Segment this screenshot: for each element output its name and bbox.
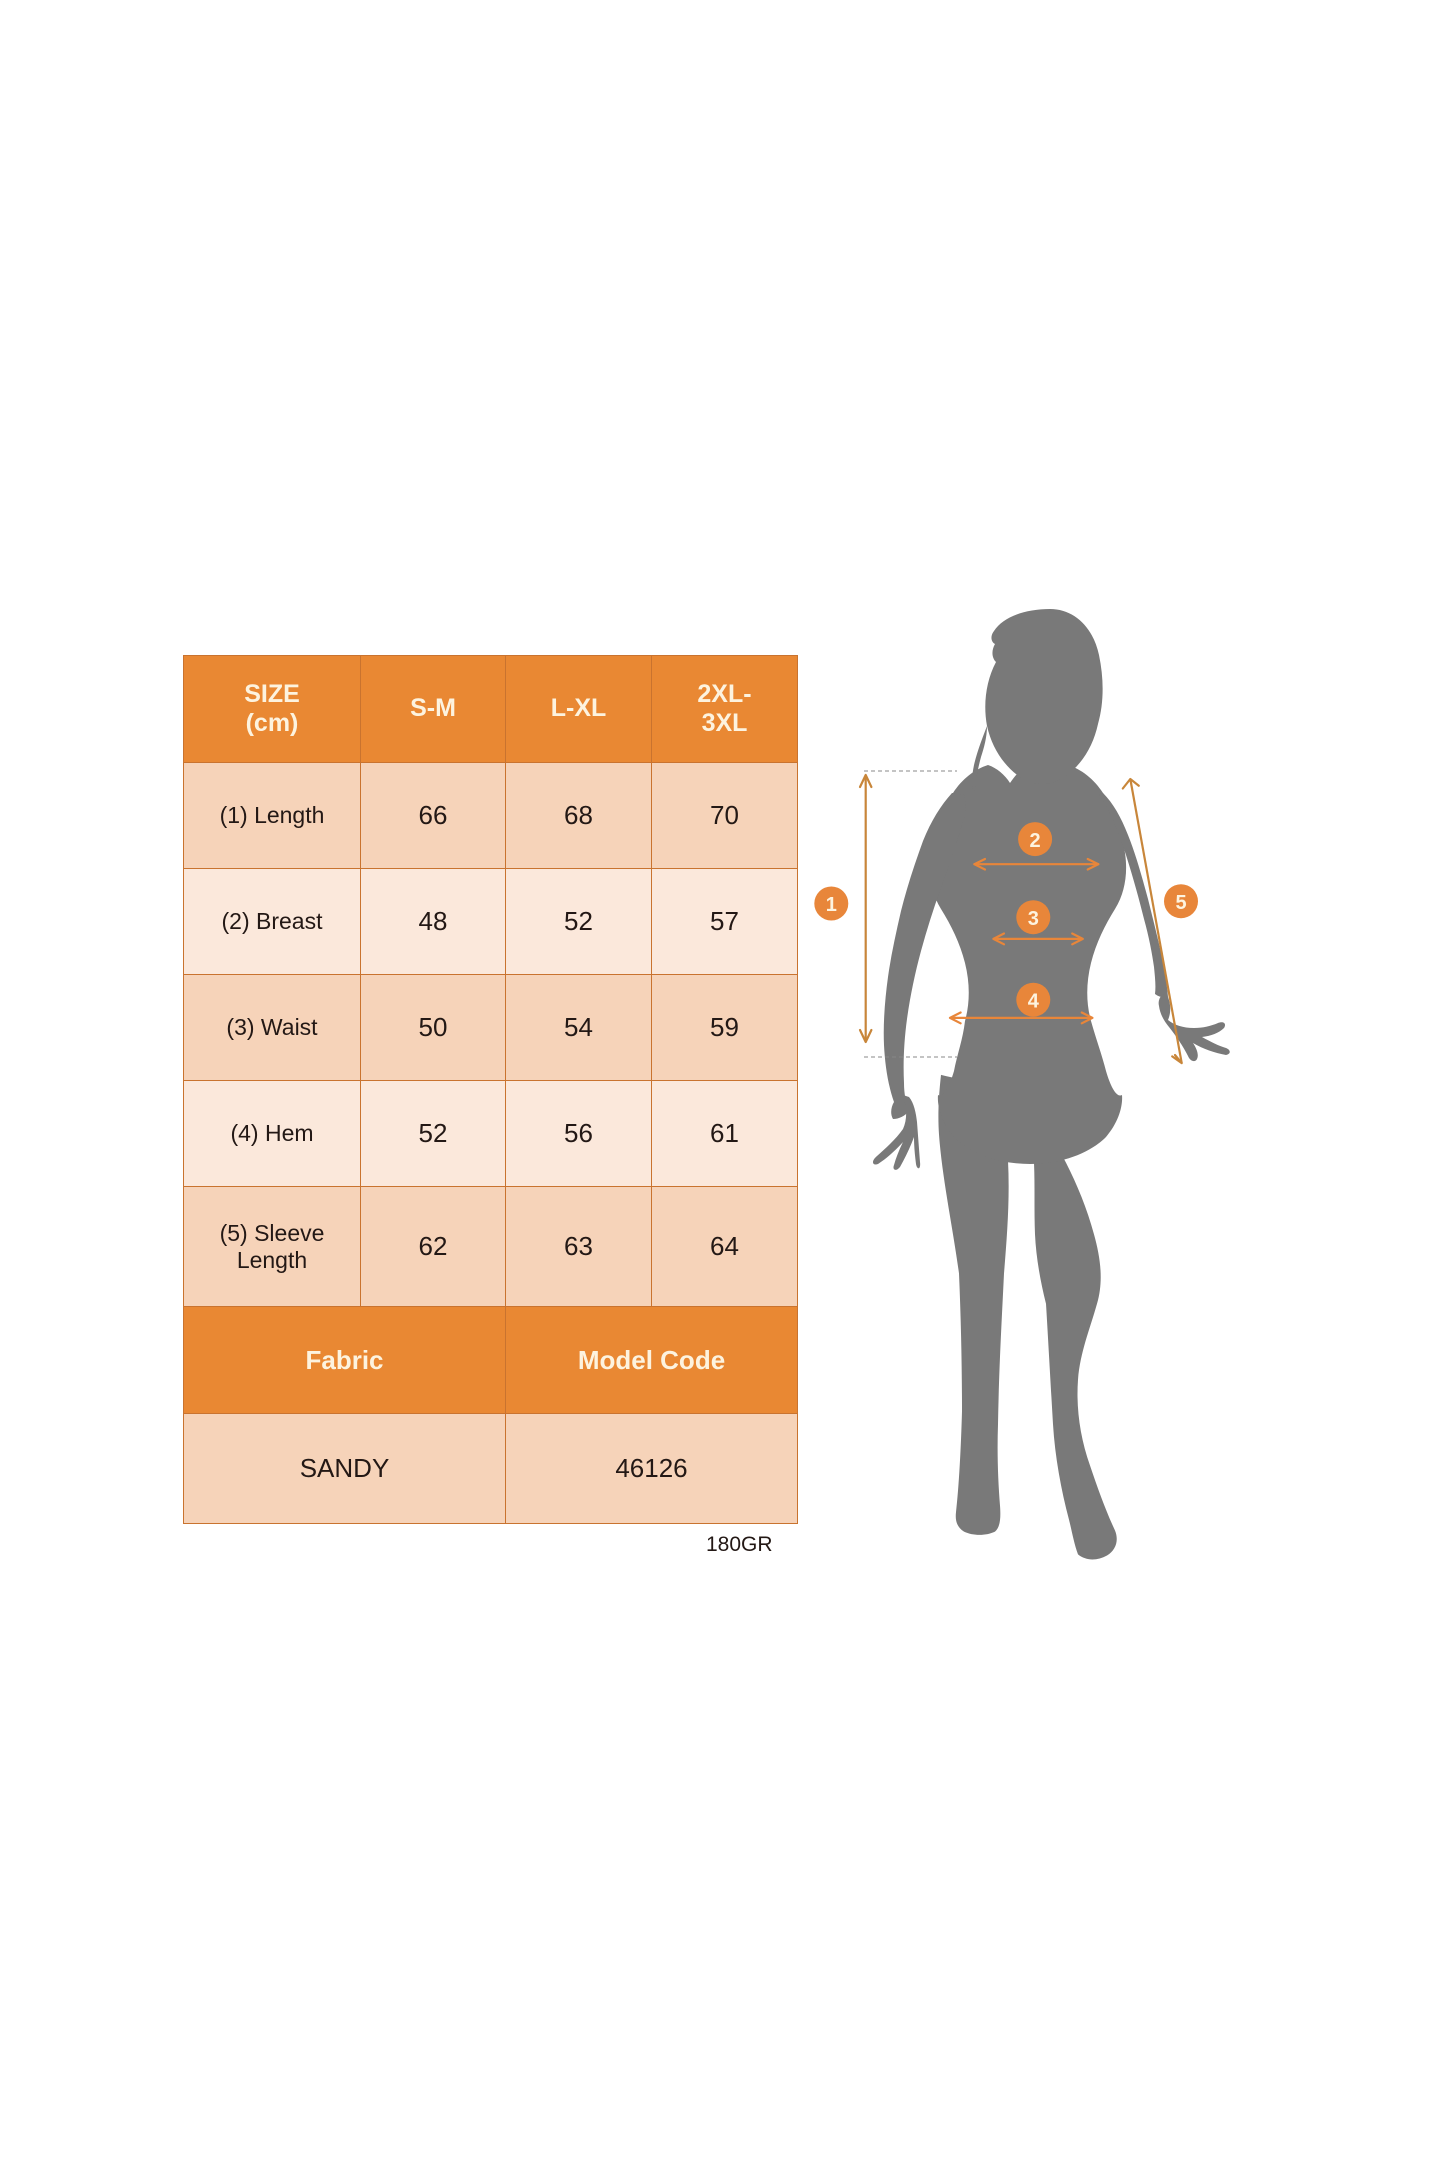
svg-text:4: 4 bbox=[1028, 991, 1040, 1013]
svg-text:2: 2 bbox=[1030, 830, 1041, 852]
svg-text:5: 5 bbox=[1175, 892, 1186, 914]
svg-text:3: 3 bbox=[1028, 908, 1039, 930]
svg-text:1: 1 bbox=[826, 894, 837, 916]
